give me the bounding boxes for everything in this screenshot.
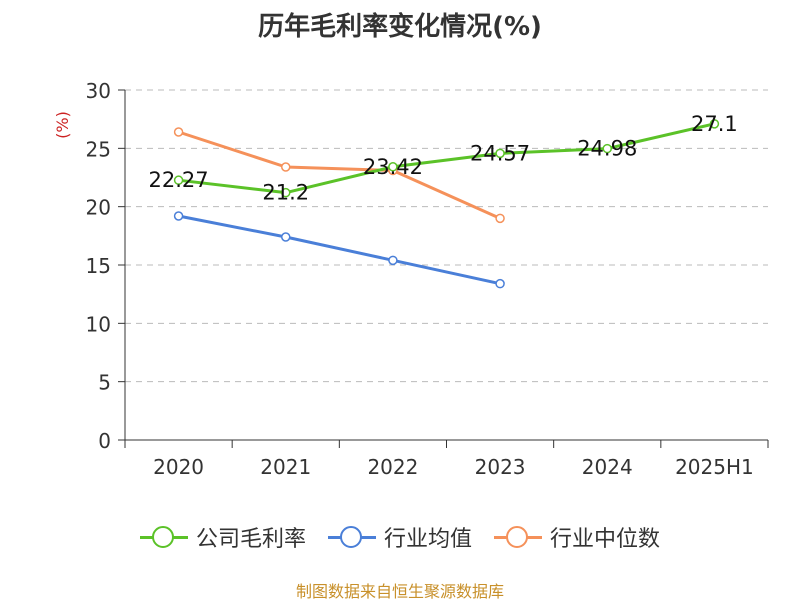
series-line (178, 214, 501, 286)
x-tick-label: 2022 (367, 455, 418, 479)
data-label: 27.1 (691, 112, 738, 136)
y-tick-label: 5 (98, 371, 111, 395)
data-point (709, 119, 720, 129)
series (173, 119, 720, 289)
legend-swatch-marker (151, 526, 174, 548)
legend-swatch-marker (339, 526, 362, 548)
data-labels: 22.27 21.2 23.42 24.57 24.98 27.1 (149, 112, 738, 205)
data-label: 21.2 (262, 181, 309, 205)
legend: 公司毛利率 行业均值 行业中位数 (0, 520, 800, 554)
data-label: 22.27 (149, 168, 209, 192)
legend-label: 行业中位数 (550, 527, 661, 552)
x-tick-label: 2020 (153, 455, 204, 479)
x-tick-label: 2024 (582, 455, 633, 479)
data-point (495, 148, 505, 159)
source-note: 制图数据来自恒生聚源数据库 (295, 582, 504, 601)
data-label: 24.57 (470, 141, 530, 165)
y-axis-label: (%) (53, 111, 72, 139)
series-line (178, 130, 501, 220)
legend-item[interactable]: 行业中位数 (494, 521, 660, 553)
legend-swatch (139, 525, 188, 549)
grid-lines (125, 89, 768, 383)
legend-swatch (494, 525, 542, 549)
legend-swatch (327, 525, 376, 549)
data-label: 23.42 (363, 155, 423, 179)
y-tick-label: 10 (86, 312, 111, 336)
chart-title: 历年毛利率变化情况(%) (258, 12, 542, 42)
x-tick-label: 2023 (475, 455, 526, 479)
data-point (281, 162, 291, 172)
x-tick-label: 2021 (260, 455, 311, 479)
y-tick-label: 15 (86, 254, 111, 278)
data-point (173, 211, 184, 221)
data-point (602, 143, 612, 154)
data-point (495, 213, 505, 224)
data-point (281, 187, 291, 198)
data-point (281, 232, 291, 242)
legend-swatch-marker (506, 526, 528, 548)
y-tick-label: 30 (86, 79, 111, 103)
legend-item[interactable]: 行业均值 (327, 521, 472, 553)
data-label: 24.98 (577, 137, 637, 161)
data-point (388, 162, 398, 172)
data-point (173, 175, 184, 185)
y-tick-label: 25 (86, 137, 111, 161)
axes: 0 5 10 15 20 25 30 2020 2021 2022 2023 2024 2025H1 (86, 79, 769, 479)
legend-label: 行业均值 (383, 527, 472, 552)
series-line (178, 122, 715, 195)
data-point (388, 255, 398, 266)
legend-item[interactable]: 公司毛利率 (139, 521, 306, 553)
data-point (173, 127, 184, 137)
data-point (495, 278, 505, 289)
legend-label: 公司毛利率 (195, 527, 306, 552)
y-tick-label: 20 (86, 196, 111, 220)
x-tick-label: 2025H1 (675, 455, 754, 479)
y-tick-label: 0 (98, 429, 111, 453)
